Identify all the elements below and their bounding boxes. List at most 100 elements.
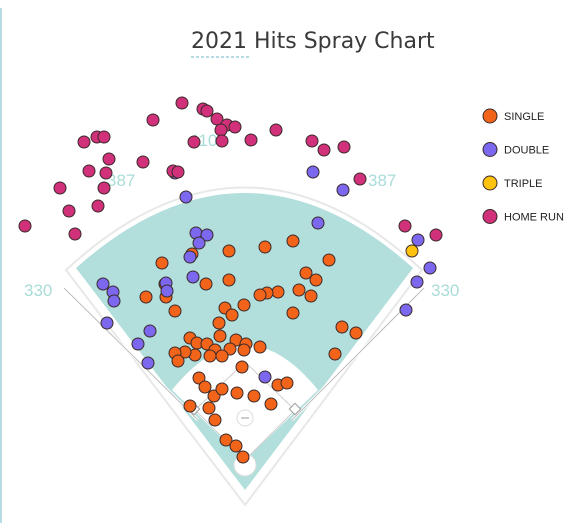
- legend-label-double[interactable]: DOUBLE: [504, 145, 549, 157]
- single-point[interactable]: [286, 306, 300, 320]
- single-point[interactable]: [258, 240, 272, 254]
- home-run-point[interactable]: [305, 134, 319, 148]
- home-run-point[interactable]: [353, 172, 367, 186]
- home-run-point[interactable]: [97, 130, 111, 144]
- single-point[interactable]: [183, 399, 197, 413]
- single-point[interactable]: [202, 401, 216, 415]
- single-point[interactable]: [192, 371, 206, 385]
- legend-label-single[interactable]: SINGLE: [504, 111, 544, 123]
- single-point[interactable]: [349, 326, 363, 340]
- home-run-point[interactable]: [77, 135, 91, 149]
- legend-marker-double[interactable]: [482, 142, 498, 157]
- single-point[interactable]: [236, 450, 250, 464]
- infield: [172, 345, 318, 460]
- home-run-point[interactable]: [317, 143, 331, 157]
- home-run-point[interactable]: [215, 134, 229, 148]
- single-point[interactable]: [237, 343, 251, 357]
- home-run-point[interactable]: [97, 181, 111, 195]
- home-run-point[interactable]: [228, 120, 242, 134]
- double-point[interactable]: [192, 236, 206, 250]
- single-point[interactable]: [235, 360, 249, 374]
- double-point[interactable]: [96, 277, 110, 291]
- home-run-point[interactable]: [62, 204, 76, 218]
- single-point[interactable]: [215, 349, 229, 363]
- home-run-point[interactable]: [146, 113, 160, 127]
- home-run-point[interactable]: [175, 96, 189, 110]
- legend-marker-triple[interactable]: [482, 175, 498, 191]
- single-point[interactable]: [155, 256, 169, 270]
- single-point[interactable]: [222, 273, 236, 287]
- home-run-point[interactable]: [337, 140, 351, 154]
- home-run-point[interactable]: [187, 135, 201, 149]
- single-point[interactable]: [271, 285, 285, 299]
- legend-marker-home-run[interactable]: [482, 209, 498, 224]
- single-point[interactable]: [253, 340, 267, 354]
- single-point[interactable]: [322, 253, 336, 267]
- home-run-point[interactable]: [91, 199, 105, 213]
- legend-label-triple[interactable]: TRIPLE: [504, 178, 543, 190]
- double-point[interactable]: [399, 303, 413, 317]
- home-run-point[interactable]: [136, 155, 150, 169]
- single-point[interactable]: [292, 283, 306, 297]
- home-run-point[interactable]: [398, 219, 412, 233]
- home-run-point[interactable]: [200, 104, 214, 118]
- single-point[interactable]: [253, 288, 267, 302]
- home-run-point[interactable]: [68, 227, 82, 241]
- single-point[interactable]: [304, 289, 318, 303]
- home-run-point[interactable]: [429, 228, 443, 242]
- home-run-point[interactable]: [214, 123, 228, 137]
- home-run-point[interactable]: [18, 219, 32, 233]
- double-point[interactable]: [160, 284, 174, 298]
- single-point[interactable]: [264, 397, 278, 411]
- single-point[interactable]: [212, 316, 226, 330]
- single-point[interactable]: [229, 439, 243, 453]
- double-point[interactable]: [186, 270, 200, 284]
- single-point[interactable]: [309, 273, 323, 287]
- double-point[interactable]: [423, 261, 437, 275]
- single-point[interactable]: [139, 290, 153, 304]
- double-point[interactable]: [200, 228, 214, 242]
- home-run-point[interactable]: [82, 164, 96, 178]
- single-point[interactable]: [335, 320, 349, 334]
- single-point[interactable]: [199, 277, 213, 291]
- double-point[interactable]: [410, 275, 424, 289]
- single-point[interactable]: [286, 234, 300, 248]
- single-point[interactable]: [219, 433, 233, 447]
- single-point[interactable]: [213, 329, 227, 343]
- single-point[interactable]: [222, 244, 236, 258]
- home-run-point[interactable]: [53, 181, 67, 195]
- single-point[interactable]: [237, 298, 251, 312]
- home-run-point[interactable]: [171, 165, 185, 179]
- home-run-point[interactable]: [244, 133, 258, 147]
- single-point[interactable]: [230, 386, 244, 400]
- single-point[interactable]: [280, 376, 294, 390]
- double-point[interactable]: [179, 190, 193, 204]
- double-point[interactable]: [141, 356, 155, 370]
- double-point[interactable]: [100, 316, 114, 330]
- single-point[interactable]: [215, 382, 229, 396]
- home-run-point[interactable]: [99, 166, 113, 180]
- double-point[interactable]: [107, 294, 121, 308]
- home-run-point[interactable]: [102, 152, 116, 166]
- single-point[interactable]: [208, 413, 222, 427]
- double-point[interactable]: [306, 165, 320, 179]
- triple-point[interactable]: [405, 244, 419, 258]
- double-point[interactable]: [183, 250, 197, 264]
- single-point[interactable]: [328, 347, 342, 361]
- legend-marker-single[interactable]: [482, 108, 498, 124]
- single-point[interactable]: [171, 354, 185, 368]
- single-point[interactable]: [247, 389, 261, 403]
- double-point[interactable]: [258, 370, 272, 384]
- single-point[interactable]: [203, 349, 217, 363]
- double-point[interactable]: [131, 337, 145, 351]
- single-point[interactable]: [168, 304, 182, 318]
- single-point[interactable]: [299, 266, 313, 280]
- double-point[interactable]: [411, 233, 425, 247]
- legend-label-home-run[interactable]: HOME RUN: [504, 212, 564, 224]
- double-point[interactable]: [311, 216, 325, 230]
- double-point[interactable]: [143, 324, 157, 338]
- home-run-point[interactable]: [269, 123, 283, 137]
- single-point[interactable]: [198, 380, 212, 394]
- double-point[interactable]: [336, 183, 350, 197]
- single-point[interactable]: [225, 308, 239, 322]
